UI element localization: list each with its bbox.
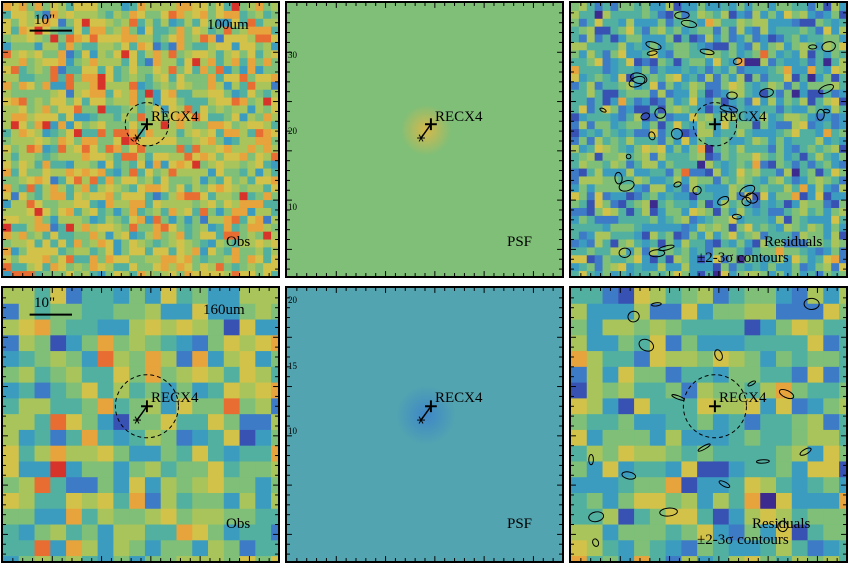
source-markers bbox=[124, 102, 170, 147]
map-top-psf bbox=[287, 3, 562, 276]
map-bot-obs bbox=[3, 288, 278, 561]
source-markers bbox=[417, 400, 437, 424]
panel-top-obs: 10" 100um Obs RECX4 bbox=[1, 1, 280, 278]
source-markers bbox=[114, 374, 179, 439]
source-label: RECX4 bbox=[151, 109, 199, 125]
source-label: RECX4 bbox=[435, 109, 483, 125]
residuals-label: Residuals bbox=[752, 516, 811, 532]
panel-top-res: Residuals ±2-3σ contours RECX4 bbox=[569, 1, 848, 278]
axis-ticks bbox=[571, 288, 846, 561]
tick-label: 30 bbox=[288, 50, 297, 60]
band-label: 160um bbox=[203, 302, 245, 318]
residual-contours bbox=[599, 11, 836, 258]
asterisk-marker bbox=[134, 134, 140, 142]
map-top-obs bbox=[3, 3, 278, 276]
source-label: RECX4 bbox=[435, 390, 483, 406]
source-markers bbox=[417, 118, 437, 142]
obs-label: Obs bbox=[226, 516, 251, 532]
asterisk-marker bbox=[418, 416, 424, 424]
psf-core bbox=[396, 385, 456, 445]
asterisk-marker bbox=[134, 416, 140, 424]
panel-bot-res: Residuals ±2-3σ contours RECX4 bbox=[569, 286, 848, 563]
axis-ticks bbox=[287, 288, 562, 561]
scalebar-label: 10" bbox=[34, 12, 56, 28]
tick-label: 15 bbox=[288, 361, 297, 371]
map-top-res bbox=[571, 3, 846, 276]
tick-label: 20 bbox=[288, 295, 297, 305]
source-label: RECX4 bbox=[719, 390, 767, 406]
axis-ticks bbox=[3, 3, 278, 276]
asterisk-marker bbox=[418, 134, 424, 142]
map-bot-psf bbox=[287, 288, 562, 561]
residuals-label: Residuals bbox=[764, 234, 823, 250]
source-label: RECX4 bbox=[719, 109, 767, 125]
axis-ticks bbox=[3, 288, 278, 561]
contours-label: ±2-3σ contours bbox=[697, 532, 789, 548]
obs-label: Obs bbox=[226, 234, 251, 250]
tick-label: 10 bbox=[288, 202, 297, 212]
pixel-grid bbox=[571, 288, 846, 561]
panel-top-psf: PSF RECX4 30 20 10 bbox=[285, 1, 564, 278]
scalebar-label: 10" bbox=[34, 295, 56, 311]
panel-bot-psf: PSF RECX4 20 15 10 bbox=[285, 286, 564, 563]
axis-ticks bbox=[571, 3, 846, 276]
panel-bot-obs: 10" 160um Obs RECX4 bbox=[1, 286, 280, 563]
pixel-grid bbox=[3, 3, 278, 276]
axis-ticks bbox=[287, 3, 562, 276]
aperture-circle bbox=[692, 102, 738, 147]
contours-label: ±2-3σ contours bbox=[697, 250, 789, 266]
tick-label: 10 bbox=[288, 426, 297, 436]
aperture-circle bbox=[124, 102, 170, 147]
residual-contours bbox=[588, 297, 820, 547]
band-label: 100um bbox=[207, 17, 249, 33]
aperture-circle bbox=[114, 374, 179, 439]
pixel-grid bbox=[3, 288, 278, 561]
psf-label: PSF bbox=[507, 516, 533, 532]
psf-label: PSF bbox=[507, 234, 533, 250]
source-label: RECX4 bbox=[151, 390, 199, 406]
source-markers bbox=[692, 102, 738, 147]
map-bot-res bbox=[571, 288, 846, 561]
pixel-grid bbox=[571, 3, 846, 276]
tick-label: 20 bbox=[288, 126, 297, 136]
